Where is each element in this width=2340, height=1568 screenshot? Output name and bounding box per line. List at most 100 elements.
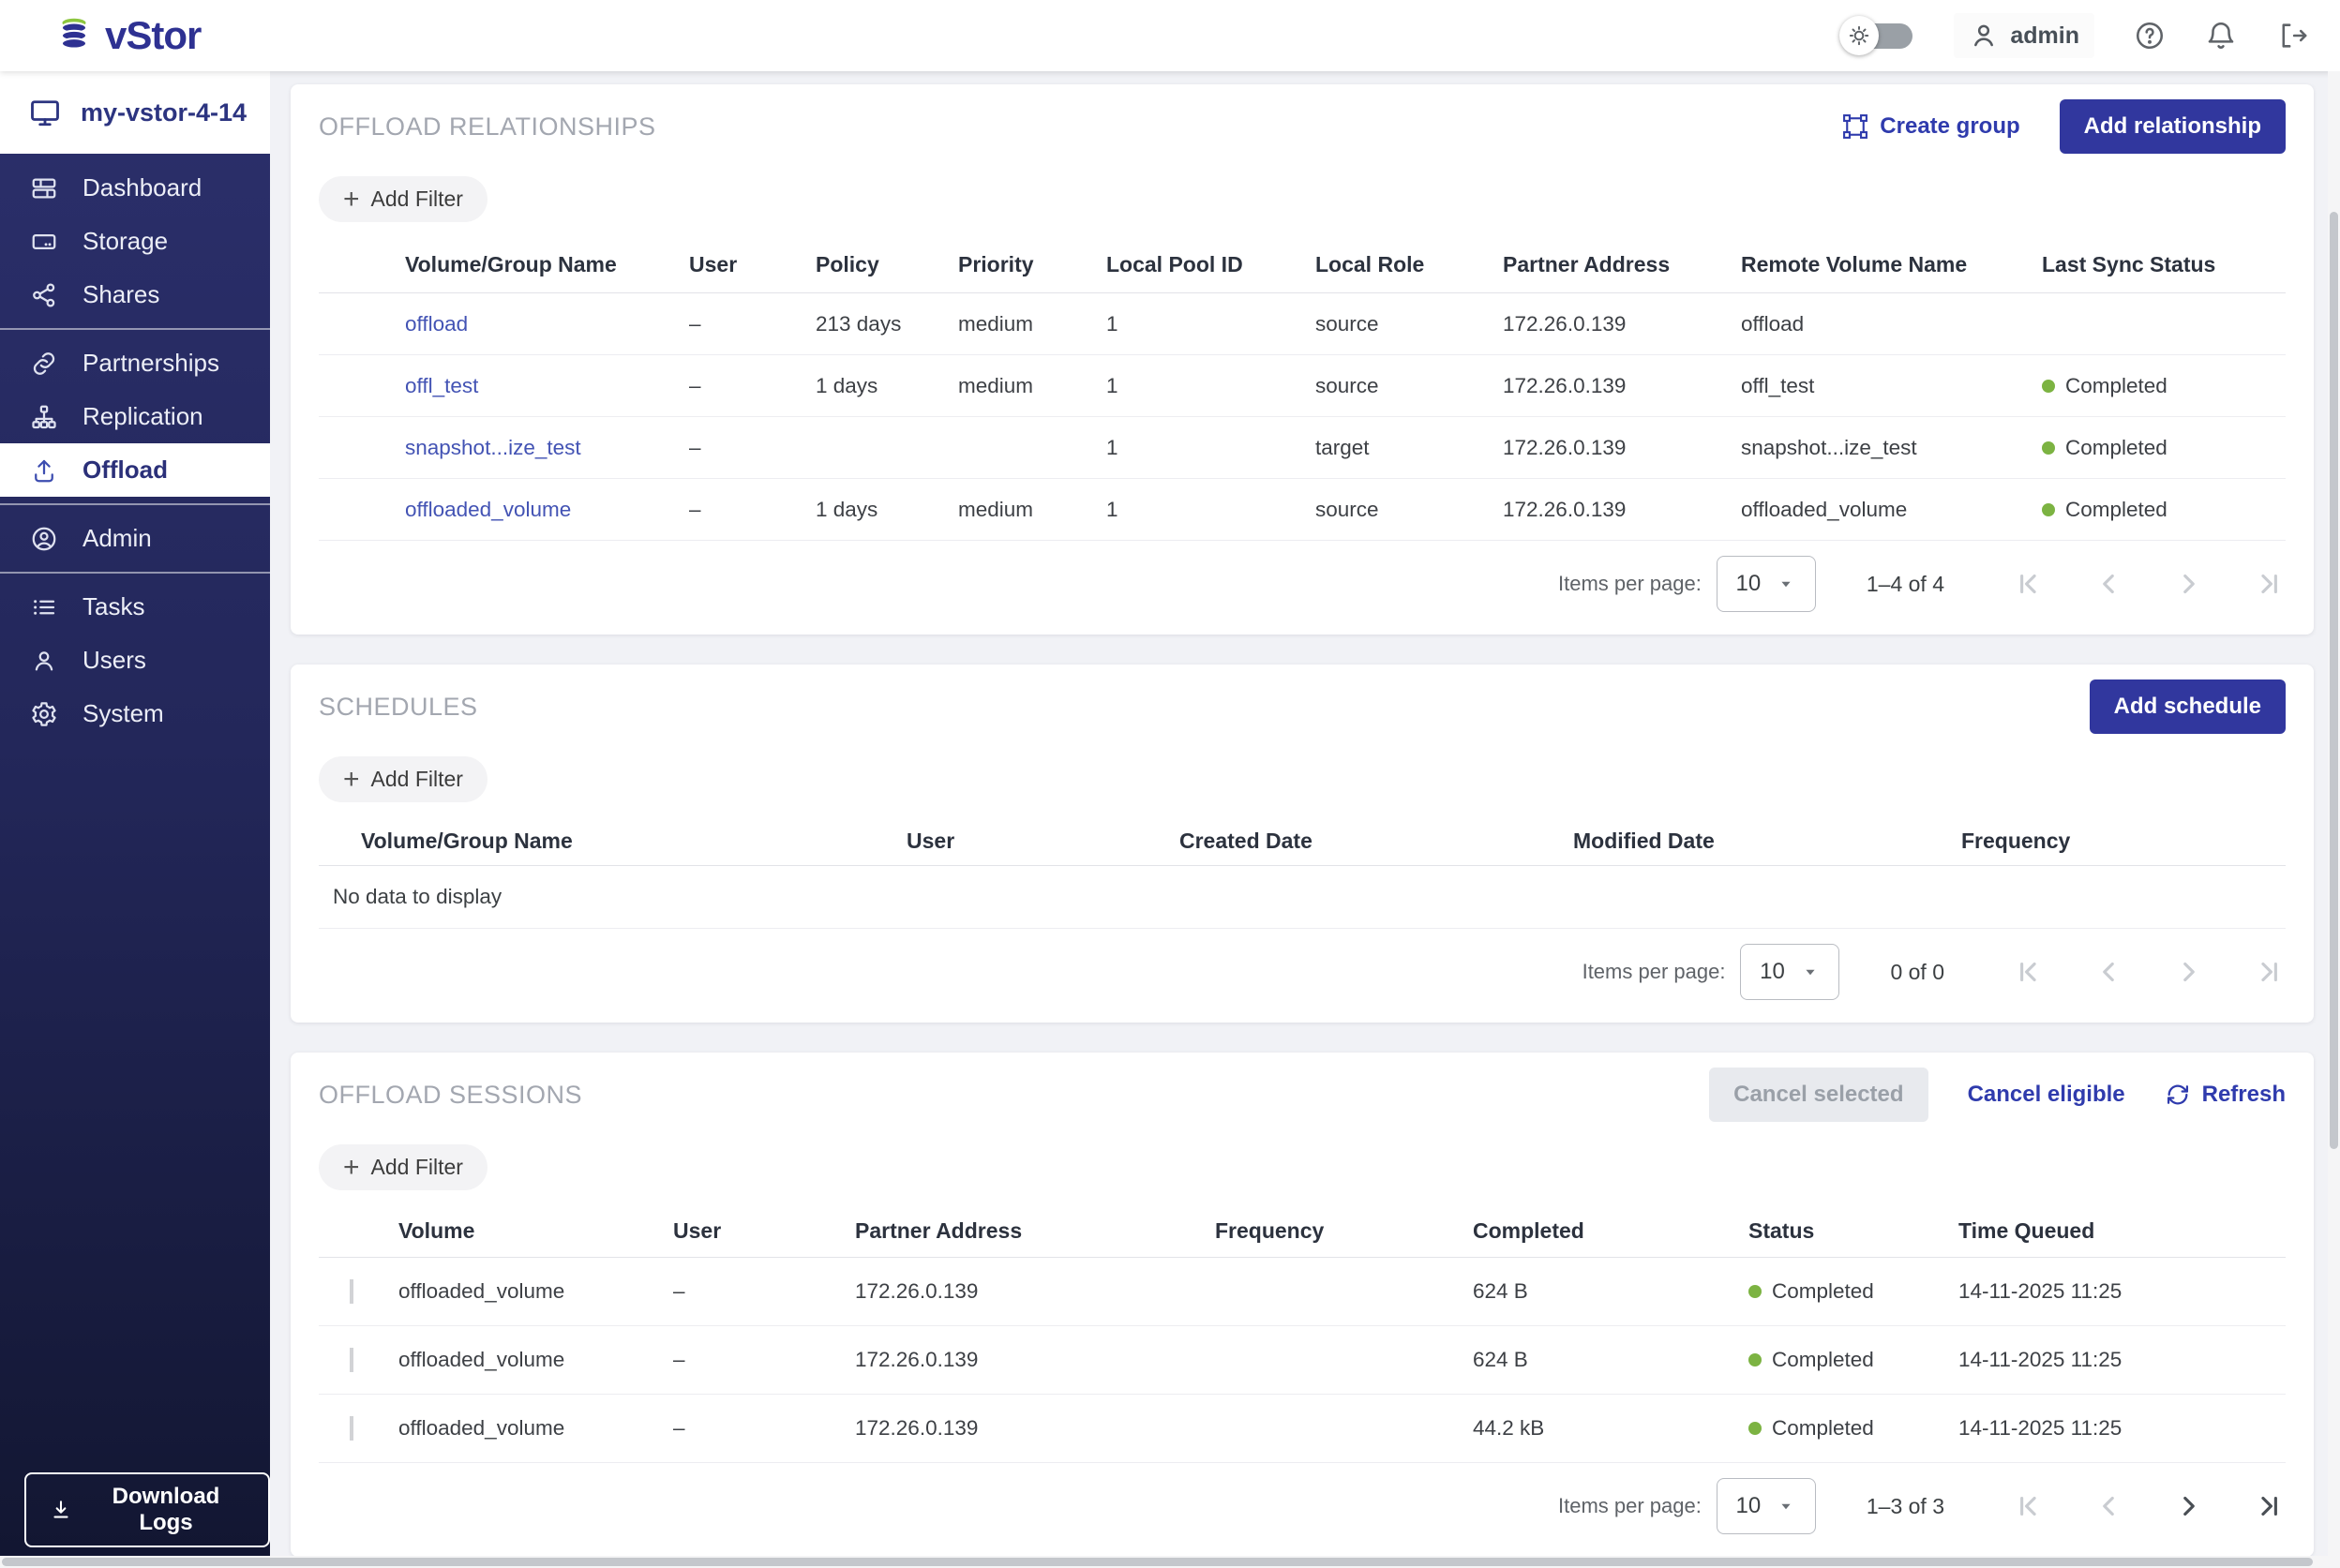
volume-name: offloaded_volume [398, 1416, 673, 1441]
column-header: Frequency [1215, 1218, 1473, 1244]
volume-group-link[interactable]: offloaded_volume [405, 498, 689, 522]
status-badge: Completed [2042, 498, 2168, 522]
items-per-page-label: Items per page: [1558, 1494, 1702, 1518]
column-header: Modified Date [1573, 829, 1961, 854]
download-icon [49, 1498, 73, 1522]
sidebar-item-label: System [82, 699, 164, 728]
sidebar-item-label: Offload [82, 455, 168, 485]
items-per-page-select[interactable]: 10 [1740, 944, 1839, 1000]
tasks-icon [30, 593, 58, 621]
sidebar: my-vstor-4-14 Dashboard Storage Shares P… [0, 71, 270, 1568]
first-page-button[interactable] [2012, 956, 2044, 988]
cancel-selected-button[interactable]: Cancel selected [1709, 1068, 1928, 1122]
items-per-page-select[interactable]: 10 [1717, 1478, 1816, 1534]
status-dot [1748, 1285, 1762, 1298]
column-header: Completed [1473, 1218, 1748, 1244]
column-header: Local Role [1315, 252, 1503, 277]
add-filter-button[interactable]: + Add Filter [319, 1144, 488, 1190]
column-header: Volume [398, 1218, 673, 1244]
previous-page-button[interactable] [2092, 568, 2124, 600]
add-filter-button[interactable]: + Add Filter [319, 176, 488, 222]
table-header-row: Volume/Group NameUserCreated DateModifie… [319, 817, 2286, 866]
sidebar-item-admin[interactable]: Admin [0, 512, 270, 565]
sidebar-item-label: Replication [82, 402, 203, 431]
sidebar-item-shares[interactable]: Shares [0, 268, 270, 321]
partnerships-icon [30, 350, 58, 378]
items-per-page-select[interactable]: 10 [1717, 556, 1816, 612]
sidebar-item-dashboard[interactable]: Dashboard [0, 161, 270, 215]
sidebar-item-users[interactable]: Users [0, 634, 270, 687]
last-page-button[interactable] [2254, 956, 2286, 988]
add-relationship-button[interactable]: Add relationship [2060, 99, 2286, 154]
system-selector[interactable]: my-vstor-4-14 [0, 71, 270, 154]
sidebar-item-partnerships[interactable]: Partnerships [0, 336, 270, 390]
schedules-card: SCHEDULES Add schedule + Add Filter Volu… [291, 665, 2314, 1023]
vertical-scrollbar-thumb[interactable] [2330, 212, 2338, 1149]
status-badge: Completed [2042, 436, 2168, 460]
offload-relationships-card: OFFLOAD RELATIONSHIPS Create group Add r… [291, 84, 2314, 635]
admin-icon [30, 525, 58, 553]
last-page-button[interactable] [2254, 1490, 2286, 1522]
next-page-button[interactable] [2173, 956, 2205, 988]
last-page-button[interactable] [2254, 568, 2286, 600]
empty-table-message: No data to display [319, 866, 2286, 929]
sidebar-item-tasks[interactable]: Tasks [0, 580, 270, 634]
user-menu[interactable]: admin [1954, 13, 2094, 58]
row-checkbox[interactable] [350, 1416, 353, 1441]
cancel-eligible-button[interactable]: Cancel eligible [1968, 1082, 2125, 1108]
column-header: Time Queued [1958, 1218, 2286, 1244]
caret-down-icon [1800, 962, 1821, 982]
table-row: offloaded_volume – 172.26.0.139 624 B Co… [319, 1326, 2286, 1395]
status-badge: Completed [1748, 1348, 1874, 1372]
volume-group-link[interactable]: offload [405, 312, 689, 336]
first-page-button[interactable] [2012, 1490, 2044, 1522]
create-group-button[interactable]: Create group [1842, 113, 2019, 140]
column-header: User [907, 829, 1179, 854]
sidebar-item-label: Tasks [82, 592, 144, 621]
theme-toggle[interactable] [1839, 16, 1914, 55]
row-checkbox[interactable] [350, 1279, 353, 1304]
column-header: User [689, 252, 816, 277]
sidebar-item-offload[interactable]: Offload [0, 443, 270, 497]
column-header: Partner Address [855, 1218, 1215, 1244]
status-dot [2042, 503, 2055, 516]
sidebar-item-replication[interactable]: Replication [0, 390, 270, 443]
help-button[interactable] [2134, 20, 2166, 52]
horizontal-scrollbar-thumb[interactable] [2, 1558, 2313, 1566]
brand-logo: vStor [52, 13, 201, 58]
notifications-bell-icon[interactable] [2205, 20, 2237, 52]
logout-icon[interactable] [2276, 20, 2308, 52]
volume-group-link[interactable]: snapshot...ize_test [405, 436, 689, 460]
plus-icon: + [343, 189, 360, 210]
volume-name: offloaded_volume [398, 1348, 673, 1372]
next-page-button[interactable] [2173, 1490, 2205, 1522]
relationships-title: OFFLOAD RELATIONSHIPS [319, 112, 656, 142]
horizontal-scrollbar[interactable] [0, 1556, 2340, 1568]
add-schedule-button[interactable]: Add schedule [2090, 679, 2286, 734]
vertical-scrollbar[interactable] [2328, 71, 2340, 1556]
relationships-pagination: Items per page: 10 1–4 of 4 [319, 541, 2286, 627]
column-header: Status [1748, 1218, 1958, 1244]
sun-icon [1839, 16, 1879, 55]
sidebar-item-system[interactable]: System [0, 687, 270, 740]
plus-icon: + [343, 1157, 360, 1178]
refresh-button[interactable]: Refresh [2165, 1082, 2286, 1108]
column-header: Local Pool ID [1106, 252, 1315, 277]
next-page-button[interactable] [2173, 568, 2205, 600]
sidebar-item-storage[interactable]: Storage [0, 215, 270, 268]
previous-page-button[interactable] [2092, 956, 2124, 988]
previous-page-button[interactable] [2092, 1490, 2124, 1522]
download-logs-button[interactable]: Download Logs [24, 1472, 270, 1547]
pagination-range: 0 of 0 [1890, 960, 1944, 985]
volume-group-link[interactable]: offl_test [405, 374, 689, 398]
add-filter-button[interactable]: + Add Filter [319, 756, 488, 802]
column-header: Remote Volume Name [1741, 252, 2042, 277]
sidebar-item-label: Storage [82, 227, 168, 256]
first-page-button[interactable] [2012, 568, 2044, 600]
sessions-pagination: Items per page: 10 1–3 of 3 [319, 1463, 2286, 1549]
row-checkbox[interactable] [350, 1348, 353, 1372]
sidebar-item-label: Users [82, 646, 146, 675]
status-dot [1748, 1422, 1762, 1435]
table-row: offl_test – 1 days medium 1 source 172.2… [319, 355, 2286, 417]
pagination-range: 1–4 of 4 [1867, 572, 1944, 597]
